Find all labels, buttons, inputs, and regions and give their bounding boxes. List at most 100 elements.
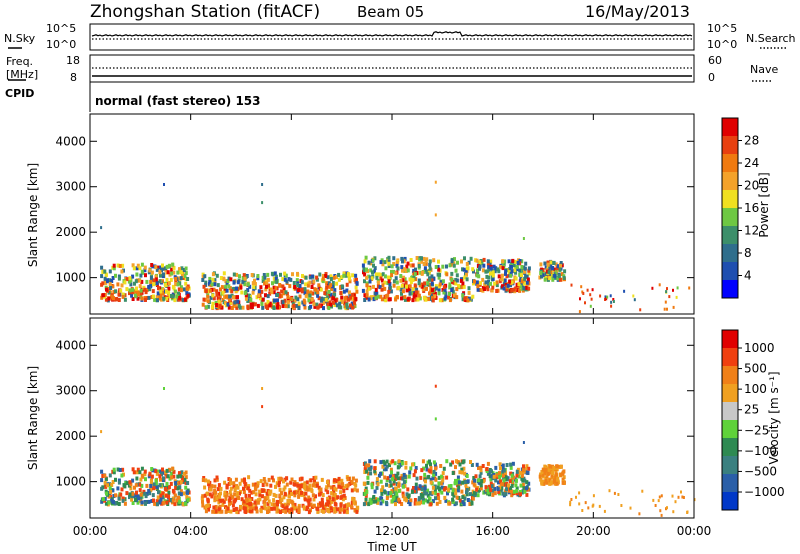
scatter-point — [273, 502, 276, 507]
scatter-point — [500, 482, 504, 487]
scatter-point — [320, 477, 324, 482]
scatter-point — [232, 481, 236, 486]
scatter-point — [511, 461, 515, 466]
scatter-point — [261, 405, 264, 409]
scatter-point — [339, 490, 343, 495]
scatter-point — [184, 266, 188, 271]
scatter-point — [317, 283, 321, 288]
scatter-point — [396, 295, 399, 300]
scatter-point — [582, 292, 585, 295]
scatter-point — [112, 296, 115, 301]
scatter-point — [270, 475, 274, 480]
scatter-point — [434, 286, 438, 291]
scatter-point — [466, 479, 470, 484]
scatter-point — [206, 479, 210, 484]
freq-panel-frame — [89, 54, 695, 83]
scatter-point — [469, 460, 472, 464]
scatter-point — [443, 495, 447, 500]
scatter-point — [489, 271, 492, 276]
scatter-point — [445, 459, 449, 464]
scatter-point — [469, 256, 473, 261]
scatter-point — [523, 489, 527, 494]
scatter-point — [143, 268, 147, 273]
scatter-point — [263, 479, 267, 484]
scatter-point — [128, 288, 132, 293]
scatter-point — [320, 497, 324, 502]
scatter-point — [435, 501, 439, 506]
scatter-point — [160, 472, 163, 477]
scatter-point — [232, 272, 236, 277]
scatter-point — [113, 501, 117, 506]
scatter-point — [133, 281, 136, 286]
nave-right-tick-top: 60 — [708, 54, 722, 67]
noise-sky-label: N.Sky — [4, 32, 36, 45]
scatter-point — [446, 491, 449, 496]
scatter-point — [438, 282, 442, 287]
scatter-point — [213, 278, 217, 283]
scatter-point — [174, 480, 178, 485]
scatter-point — [474, 474, 478, 479]
scatter-point — [160, 297, 164, 302]
scatter-point — [257, 289, 261, 294]
scatter-point — [351, 305, 355, 310]
scatter-point — [434, 265, 438, 269]
scatter-point — [431, 485, 435, 490]
scatter-point — [414, 482, 418, 487]
scatter-point — [201, 302, 205, 307]
scatter-point — [208, 280, 212, 285]
scatter-point — [454, 278, 458, 282]
scatter-point — [421, 494, 425, 498]
scatter-point — [434, 477, 438, 482]
scatter-point — [434, 466, 437, 471]
scatter-point — [266, 294, 270, 299]
scatter-point — [520, 286, 524, 291]
scatter-point — [267, 499, 271, 504]
scatter-point — [310, 505, 314, 509]
scatter-point — [476, 287, 480, 292]
scatter-point — [458, 498, 462, 503]
scatter-point — [451, 460, 455, 465]
scatter-point — [671, 494, 674, 498]
scatter-point — [388, 285, 392, 290]
scatter-point — [298, 284, 302, 288]
scatter-point — [262, 477, 266, 481]
scatter-point — [492, 264, 496, 269]
scatter-point — [445, 272, 449, 277]
scatter-point — [379, 294, 383, 299]
scatter-point — [139, 288, 143, 293]
scatter-point — [228, 294, 232, 299]
scatter-point — [246, 288, 250, 293]
scatter-point — [442, 290, 446, 295]
scatter-point — [234, 506, 238, 511]
scatter-point — [294, 506, 298, 511]
scatter-point — [268, 303, 272, 308]
scatter-point — [312, 497, 316, 502]
colorbar-swatch — [722, 136, 738, 155]
scatter-point — [303, 291, 307, 296]
scatter-point — [424, 261, 428, 266]
scatter-point — [520, 273, 523, 278]
scatter-point — [390, 499, 394, 504]
scatter-point — [393, 461, 397, 466]
freq-left-tick-bottom: 8 — [70, 71, 77, 84]
scatter-point — [276, 305, 279, 310]
scatter-point — [362, 502, 366, 507]
scatter-point — [299, 484, 303, 488]
scatter-point — [482, 257, 486, 262]
scatter-point — [180, 266, 184, 271]
scatter-point — [249, 302, 253, 307]
scatter-point — [367, 274, 371, 279]
scatter-point — [356, 505, 360, 510]
scatter-point — [223, 480, 227, 485]
scatter-point — [372, 297, 376, 302]
scatter-point — [415, 476, 419, 481]
scatter-point — [522, 237, 525, 240]
scatter-point — [259, 296, 262, 301]
scatter-point — [165, 500, 169, 505]
colorbar-tick-label: 1000 — [744, 341, 775, 355]
scatter-point — [400, 283, 404, 288]
scatter-point — [147, 499, 151, 504]
scatter-point — [112, 470, 116, 475]
scatter-point — [448, 298, 452, 303]
scatter-point — [512, 287, 516, 292]
